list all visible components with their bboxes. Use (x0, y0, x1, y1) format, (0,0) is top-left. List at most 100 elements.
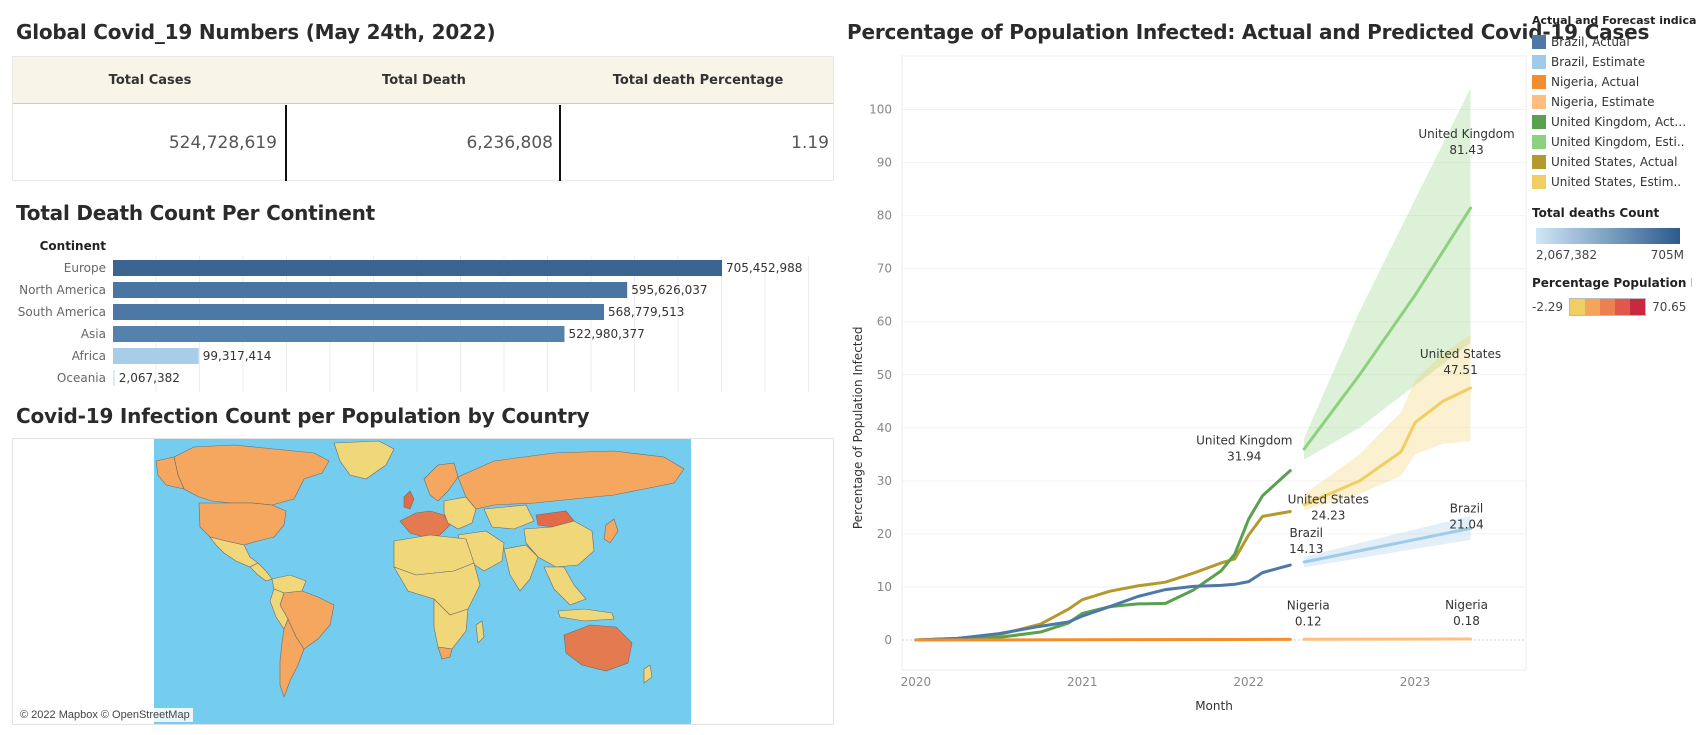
bar-oceania[interactable] (113, 370, 115, 386)
forecast-line-chart: 0 10 20 30 40 50 60 70 80 90 100 2020 2021 2022 2023 Mo… (846, 50, 1536, 734)
legend-label: United Kingdom, Actu.. (1551, 115, 1689, 129)
series-line-nigeria-actual[interactable] (914, 637, 1292, 642)
percentage-legend-title: Percentage Population In.. (1532, 276, 1692, 290)
world-map[interactable]: © 2022 Mapbox © OpenStreetMap (12, 438, 834, 725)
legend-label: Nigeria, Actual (1551, 75, 1640, 89)
bar-asia[interactable] (113, 326, 565, 342)
legend-label: United States, Estim.. (1551, 175, 1682, 189)
legend-item[interactable]: United Kingdom, Esti.. (1532, 132, 1692, 152)
value-total-cases: 524,728,619 (168, 133, 277, 153)
percentage-color-step (1600, 299, 1616, 315)
country-alaska[interactable] (155, 456, 185, 490)
y-tick-label: 60 (877, 315, 892, 329)
header-total-cases: Total Cases (108, 73, 192, 88)
summary-header-row: Total Cases Total Death Total death Perc… (13, 57, 833, 104)
country-scandinavia[interactable] (423, 462, 459, 502)
bar-category-label: Oceania (57, 371, 106, 385)
legend-item[interactable]: Brazil, Estimate (1532, 52, 1692, 72)
bar-north-america[interactable] (113, 282, 628, 298)
country-southern-africa[interactable] (433, 598, 469, 650)
annotation-value: 0.18 (1453, 614, 1480, 628)
country-indonesia[interactable] (557, 608, 615, 622)
country-japan[interactable] (603, 518, 619, 544)
map-canvas[interactable] (154, 439, 691, 724)
bar-value-label: 705,452,988 (726, 261, 802, 275)
bar-europe[interactable] (113, 260, 722, 276)
legend-label: United States, Actual (1551, 155, 1678, 169)
bar-south-america[interactable] (113, 304, 605, 320)
line-plot-area (901, 55, 1527, 671)
legend-items: Brazil, Actual Brazil, Estimate Nigeria, A… (1532, 32, 1692, 192)
percentage-color-step (1570, 299, 1586, 315)
summary-table: Total Cases Total Death Total death Perc… (12, 56, 834, 181)
bar-category-label: North America (19, 283, 106, 297)
country-argentina-chile[interactable] (279, 618, 305, 698)
value-total-death: 6,236,808 (466, 133, 553, 153)
deaths-gradient-ramp (1536, 228, 1680, 244)
y-tick-label: 90 (877, 156, 892, 170)
x-tick-label: 2020 (901, 675, 932, 689)
bar-value-label: 568,779,513 (608, 305, 684, 319)
deaths-legend-title: Total deaths Count (1532, 206, 1660, 220)
bar-value-label: 595,626,037 (631, 283, 707, 297)
forecast-band (1304, 88, 1471, 460)
bar-value-label: 99,317,414 (203, 349, 272, 363)
series-line-brazil-estimate[interactable] (1302, 526, 1473, 564)
map-title: Covid-19 Infection Count per Population … (16, 404, 590, 428)
legend-item[interactable]: Nigeria, Estimate (1532, 92, 1692, 112)
y-tick-label: 40 (877, 421, 892, 435)
country-south-africa[interactable] (437, 646, 453, 660)
legend-item[interactable]: Brazil, Actual (1532, 32, 1692, 52)
legend-item[interactable]: Nigeria, Actual (1532, 72, 1692, 92)
country-china[interactable] (523, 520, 595, 568)
line-chart-svg: 0 10 20 30 40 50 60 70 80 90 100 2020 2021 2022 2023 Mo… (851, 55, 1527, 713)
header-death-percentage: Total death Percentage (612, 73, 784, 88)
country-central-africa[interactable] (393, 562, 481, 616)
y-axis-title: Percentage of Population Infected (851, 326, 865, 529)
annotation-value: 21.04 (1449, 517, 1483, 531)
country-canada[interactable] (173, 444, 330, 506)
series-line-united-kingdom-estimate[interactable] (1302, 206, 1473, 451)
series-line-brazil-actual[interactable] (914, 563, 1292, 642)
bar-category-label: Europe (64, 261, 106, 275)
annotation-value: 47.51 (1443, 363, 1477, 377)
country-madagascar[interactable] (475, 620, 485, 644)
percentage-legend-max: 70.65 (1652, 300, 1687, 314)
legend-item[interactable]: United States, Actual (1532, 152, 1692, 172)
country-new-zealand[interactable] (643, 664, 653, 684)
legend-swatch (1532, 135, 1546, 149)
country-kazakhstan[interactable] (483, 504, 535, 530)
bar-category-label: Africa (72, 349, 106, 363)
annotation-value: 81.43 (1449, 143, 1483, 157)
country-australia[interactable] (563, 624, 633, 672)
country-southeast-asia[interactable] (543, 566, 587, 606)
annotation-name: United Kingdom (1196, 434, 1292, 448)
country-india[interactable] (503, 544, 539, 592)
legend-item[interactable]: United Kingdom, Actu.. (1532, 112, 1692, 132)
legend-panel: Actual and Forecast indicator Brazil, Ac… (1532, 14, 1696, 316)
x-tick-label: 2023 (1400, 675, 1431, 689)
annotation-name: United Kingdom (1418, 127, 1514, 141)
country-greenland[interactable] (333, 440, 395, 480)
x-tick-label: 2022 (1233, 675, 1264, 689)
legend-label: Brazil, Actual (1551, 35, 1630, 49)
legend-item[interactable]: United States, Estim.. (1532, 172, 1692, 192)
bar-africa[interactable] (113, 348, 199, 364)
legend-swatch (1532, 155, 1546, 169)
bar-category-label: Asia (81, 327, 106, 341)
map-credit[interactable]: © 2022 Mapbox © OpenStreetMap (17, 708, 193, 722)
y-tick-label: 50 (877, 368, 892, 382)
series-line-united-states-estimate[interactable] (1302, 386, 1473, 507)
annotation-value: 31.94 (1227, 450, 1261, 464)
deaths-legend-max: 705M (1650, 248, 1684, 262)
country-uk[interactable] (403, 490, 415, 510)
legend-label: Nigeria, Estimate (1551, 95, 1655, 109)
series-line-united-kingdom-actual[interactable] (914, 469, 1292, 642)
continent-bar-chart: Continent Europe 705,452,988 North America 5… (0, 236, 834, 392)
country-western-europe[interactable] (399, 510, 451, 538)
percentage-legend-min: -2.29 (1532, 300, 1564, 314)
percentage-color-step (1615, 299, 1631, 315)
y-tick-label: 20 (877, 527, 892, 541)
country-russia[interactable] (457, 450, 685, 510)
percentage-color-step (1630, 299, 1646, 315)
